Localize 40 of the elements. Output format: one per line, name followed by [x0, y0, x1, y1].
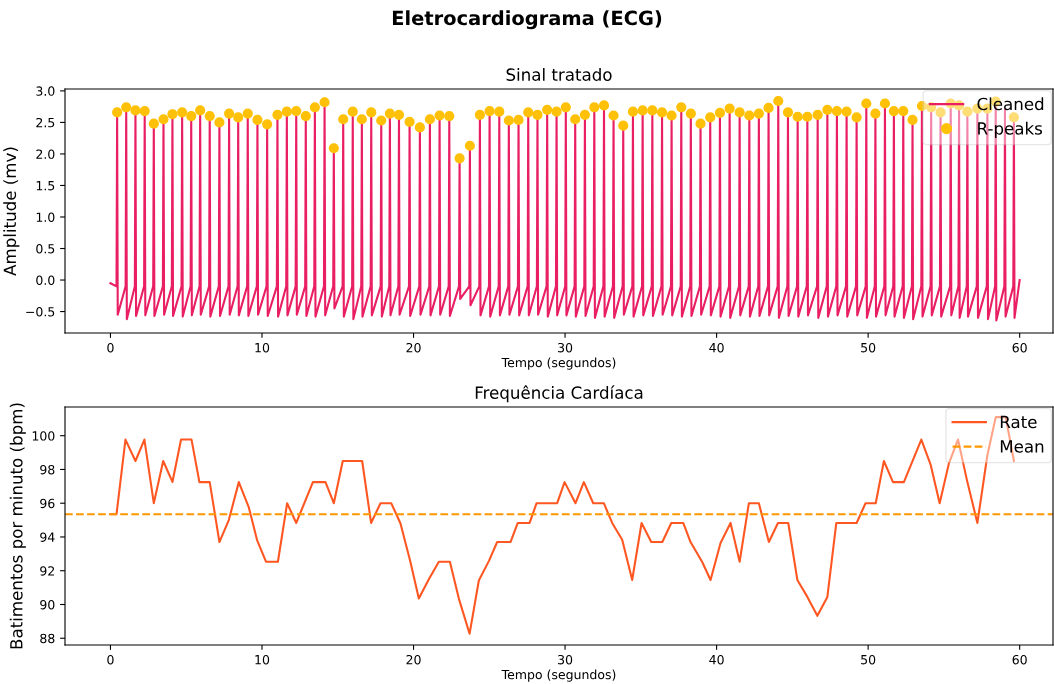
x-tick-label: 20	[406, 654, 421, 665]
x-tick-label: 50	[861, 654, 876, 665]
legend-label: Mean	[1000, 440, 1044, 453]
y-tick-label: 94	[40, 532, 55, 542]
y-tick-label: 100	[32, 431, 55, 441]
y-tick-label: 98	[40, 464, 55, 475]
x-axis-title: Tempo (segundos)	[501, 357, 616, 370]
x-tick-label: 60	[1012, 654, 1027, 665]
legend-label: R-peaks	[978, 121, 1043, 138]
x-tick-label: 0	[107, 342, 114, 353]
y-tick-label: 2.5	[36, 117, 55, 128]
x-tick-label: 30	[558, 654, 573, 665]
legend-label: Rate	[1000, 415, 1037, 429]
y-tick-label: 0.5	[36, 243, 55, 254]
chart-subtitle: Sinal tratado	[506, 68, 612, 81]
y-tick-label: 1.0	[36, 212, 55, 222]
x-axis-title: Tempo (segundos)	[501, 669, 616, 682]
y-tick-label: 3.0	[36, 86, 55, 96]
x-tick-label: 50	[861, 342, 876, 353]
y-tick-label: 96	[40, 498, 55, 509]
chart-title: Eletrocardiograma (ECG)	[392, 10, 662, 30]
legend-label: Cleaned	[977, 97, 1044, 111]
chart-subtitle: Frequência Cardíaca	[475, 385, 643, 403]
y-tick-label: −0.5	[26, 307, 55, 317]
x-tick-label: 10	[255, 654, 270, 665]
y-tick-label: 2.0	[36, 149, 55, 159]
y-tick-label: 92	[40, 566, 55, 576]
y-tick-label: 0.0	[36, 275, 55, 285]
x-tick-label: 0	[107, 654, 114, 665]
x-tick-label: 30	[558, 342, 573, 353]
x-tick-label: 60	[1012, 342, 1027, 353]
y-tick-label: 1.5	[36, 181, 55, 191]
x-tick-label: 20	[406, 342, 421, 353]
y-tick-label: 90	[40, 599, 55, 610]
y-axis-title: Batimentos por minuto (bpm)	[9, 403, 26, 649]
x-tick-label: 40	[709, 654, 724, 665]
y-tick-label: 88	[40, 633, 55, 644]
y-axis-title: Amplitude (mv)	[3, 147, 20, 276]
x-tick-label: 40	[709, 342, 724, 353]
x-tick-label: 10	[255, 342, 270, 353]
